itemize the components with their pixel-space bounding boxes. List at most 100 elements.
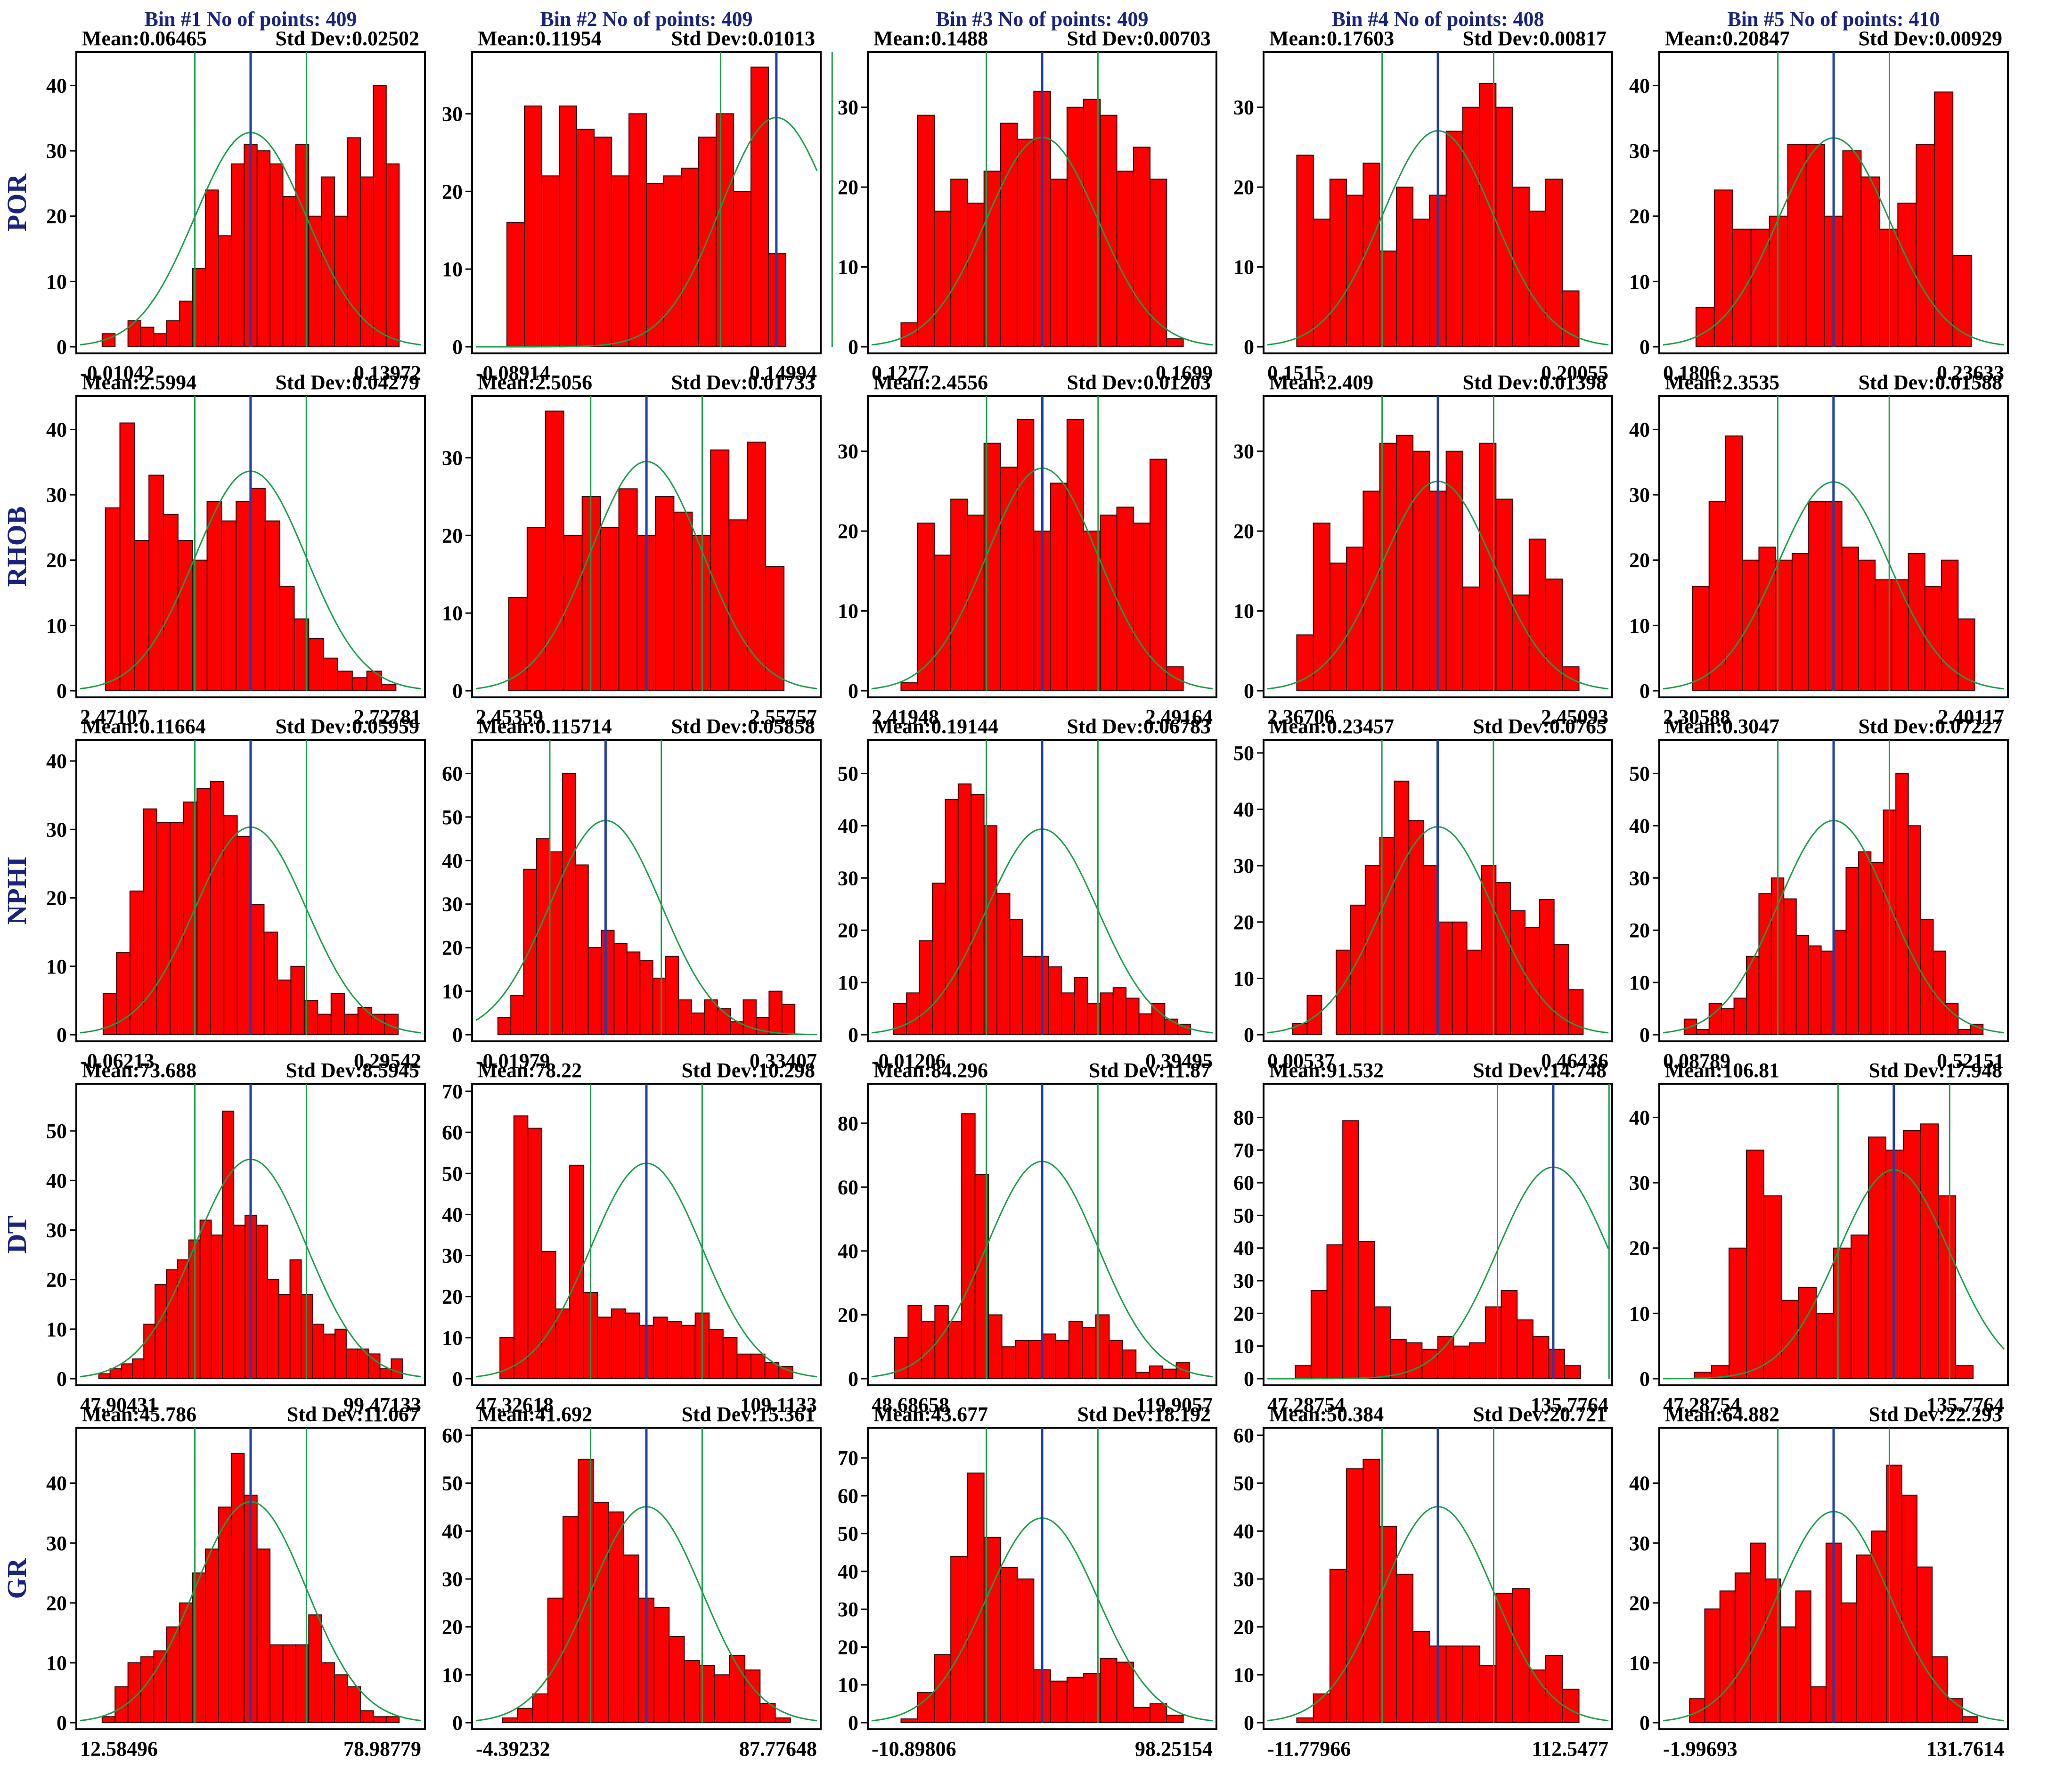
histogram-bar (1719, 1590, 1736, 1724)
mean-label: Mean:0.20847 (1665, 27, 1790, 50)
histogram-bar (1082, 1327, 1096, 1380)
x-max-label: 109.1133 (740, 1393, 817, 1416)
histogram-bar (536, 838, 550, 1036)
histogram-bar (1310, 1290, 1328, 1379)
histogram-bar (669, 1636, 685, 1723)
y-tick-label: 0 (57, 679, 67, 703)
histogram-bar (508, 597, 528, 691)
std-dev-label: Std Dev:0.07227 (1858, 715, 2002, 738)
histogram-bar (1485, 1306, 1502, 1379)
histogram-bar (1495, 882, 1511, 1035)
histogram-bar (1791, 553, 1810, 691)
histogram-bar (102, 993, 117, 1036)
histogram-panel: Mean:50.384 Std Dev:20.721 0 10 20 30 40 50 60 -1… (1233, 1403, 1613, 1760)
histogram-bar (1856, 1554, 1872, 1724)
histogram-bar (256, 1548, 271, 1723)
histogram-bar (513, 1115, 529, 1379)
histogram-panel: Mean:0.23457 Std Dev:0.0765 0 10 20 30 40 50 0.0… (1233, 715, 1613, 1072)
y-tick-label: 10 (838, 971, 858, 994)
x-max-label: 0.33407 (750, 1049, 817, 1072)
histogram-bar (1462, 586, 1480, 691)
histogram-bar (1138, 1013, 1152, 1036)
y-tick-label: 20 (838, 1303, 858, 1326)
mean-label: Mean:106.81 (1665, 1059, 1779, 1082)
histogram-bar (1750, 229, 1770, 348)
histogram-bar (290, 965, 305, 1036)
histogram-bar (655, 496, 675, 692)
histogram-bar (1545, 179, 1563, 347)
mean-label: Mean:64.882 (1665, 1403, 1779, 1426)
y-tick-label: 40 (1629, 74, 1650, 97)
histogram-bar (569, 1164, 584, 1380)
y-tick-label: 0 (848, 679, 858, 703)
histogram-bar (562, 773, 576, 1036)
histogram-bar (1692, 586, 1710, 691)
histogram-bar (510, 995, 524, 1035)
histogram-bar (613, 942, 628, 1035)
histogram-bar (988, 1314, 1003, 1379)
y-tick-label: 30 (838, 867, 858, 890)
y-tick-label: 0 (848, 1711, 858, 1734)
histogram-bar (1970, 1023, 1984, 1035)
histogram-bar (1346, 547, 1364, 691)
mean-label: Mean:45.786 (82, 1403, 196, 1426)
histogram-bar (1510, 910, 1526, 1036)
histogram-bar (563, 1516, 579, 1723)
histogram-bar (179, 1602, 193, 1723)
x-min-label: 2.45359 (476, 705, 543, 728)
histogram-bar (385, 163, 400, 347)
y-tick-label: 0 (1640, 1367, 1650, 1390)
histogram-bar (121, 1363, 133, 1379)
y-tick-label: 10 (1629, 1302, 1650, 1325)
bin-title: Bin #5 No of points: 410 (1727, 8, 1940, 31)
x-min-label: 0.1515 (1267, 361, 1324, 384)
histogram-bar (1017, 139, 1035, 347)
histogram-bar (1050, 179, 1068, 347)
histogram-bar (541, 175, 560, 347)
histogram-bar (652, 977, 667, 1035)
histogram-panel: Mean:0.17603 Std Dev:0.00817 0 10 20 30 0.1515… (1233, 27, 1613, 384)
histogram-bar (1469, 1342, 1486, 1379)
histogram-bar (673, 511, 693, 691)
y-tick-label: 20 (1629, 205, 1650, 228)
histogram-bar (722, 1337, 738, 1380)
histogram-bar (153, 333, 167, 347)
histogram-bar (917, 1692, 935, 1724)
histogram-bar (663, 175, 682, 347)
y-tick-label: 30 (46, 1532, 67, 1555)
histogram-bar (381, 684, 397, 691)
histogram-bar (1879, 229, 1899, 348)
y-tick-label: 30 (1629, 1532, 1650, 1555)
histogram-bar (1860, 176, 1880, 347)
y-tick-label: 10 (1629, 270, 1650, 293)
histogram-bar (742, 999, 757, 1035)
y-tick-label: 30 (1629, 139, 1650, 163)
x-min-label: -10.89806 (872, 1737, 956, 1760)
histogram-bar (665, 956, 679, 1035)
histogram-bar (1313, 218, 1330, 347)
histogram-bar (1329, 179, 1347, 347)
histogram-bar (1408, 820, 1424, 1036)
histogram-bar (996, 893, 1011, 1035)
histogram-bar (1452, 921, 1468, 1035)
histogram-bar (775, 1717, 791, 1723)
mean-label: Mean:2.409 (1269, 371, 1373, 394)
histogram-bar (1903, 1130, 1921, 1380)
histogram-bar (698, 136, 717, 347)
histogram-bar (1562, 290, 1580, 348)
histogram-bar (1066, 1677, 1085, 1724)
y-tick-label: 30 (46, 483, 67, 507)
histogram-bar (1901, 1495, 1917, 1723)
histogram-bar (1798, 1286, 1817, 1380)
y-tick-label: 20 (1629, 1592, 1650, 1615)
y-tick-label: 20 (1233, 911, 1254, 934)
mean-label: Mean:43.677 (873, 1403, 988, 1426)
x-min-label: -1.99693 (1663, 1737, 1738, 1760)
histogram-bar (1746, 956, 1760, 1035)
histogram-panel: Mean:73.688 Std Dev:8.5945 0 10 20 30 40 50 47.9… (46, 1059, 426, 1416)
histogram-bar (593, 1502, 609, 1723)
histogram-bar (957, 783, 972, 1035)
histogram-bar (1346, 195, 1364, 347)
histogram-bar (950, 499, 968, 692)
histogram-bar (625, 1312, 640, 1380)
